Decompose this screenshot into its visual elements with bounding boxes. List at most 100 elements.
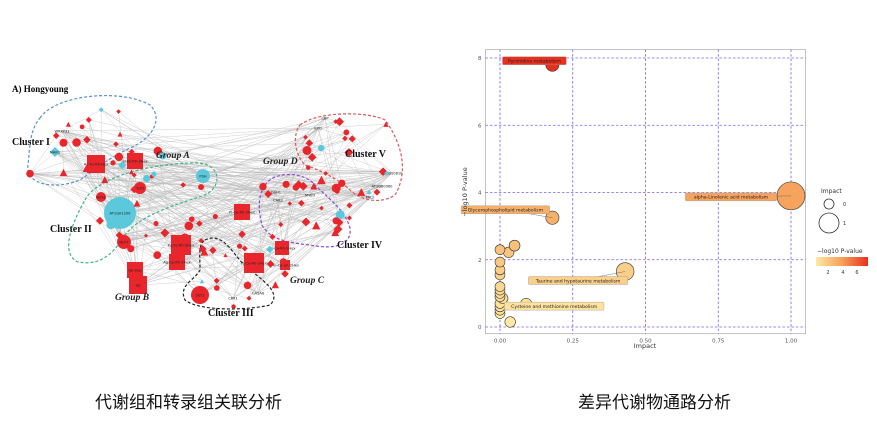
network-node (323, 171, 329, 176)
network-node (159, 152, 167, 160)
network-node (223, 253, 228, 258)
network-node (317, 175, 326, 185)
network-edge (119, 138, 353, 214)
network-edge (123, 202, 302, 243)
network-edge (54, 151, 243, 213)
pathway-label-box (528, 276, 629, 285)
network-node-label: SET1 (195, 293, 204, 297)
network-edge (134, 187, 141, 271)
network-node-label: MAR1 (50, 150, 60, 154)
network-node (246, 295, 252, 301)
network-node (236, 243, 243, 249)
network-node-label: Gb (135, 283, 141, 287)
network-edge (54, 142, 310, 153)
pathway-label-box (685, 192, 777, 202)
cluster-i-hull (27, 95, 157, 186)
network-node (116, 109, 121, 114)
size-legend-large (818, 212, 840, 234)
network-node (127, 262, 143, 278)
network-edge (101, 109, 204, 177)
network-node-label: Si-Fe-Rh-2Hex (122, 159, 148, 163)
network-edge (63, 142, 102, 198)
network-edge (29, 135, 57, 174)
network-node (213, 277, 220, 284)
network-node (279, 258, 287, 266)
network-node (266, 260, 275, 268)
y-axis-label: −log10 P-value (461, 167, 469, 216)
network-edge (56, 135, 383, 187)
network-edge (257, 284, 276, 294)
network-edge (284, 138, 346, 266)
x-tick-label: 0.50 (639, 339, 652, 345)
network-node (332, 217, 340, 225)
network-node (319, 205, 324, 211)
network-edge (86, 168, 286, 266)
network-node (302, 146, 312, 156)
pathway-bubble[interactable] (494, 256, 506, 268)
network-node-label: Pg-Fe-Rh-2Hex (168, 243, 195, 247)
network-edge (88, 119, 383, 187)
network-node (180, 182, 186, 188)
network-edge (100, 196, 279, 201)
color-legend-tick: 6 (855, 270, 858, 276)
pathway-bubble[interactable] (508, 239, 521, 252)
network-edge (119, 235, 182, 246)
pathway-label-box (504, 301, 605, 311)
network-edge (61, 130, 287, 185)
network-node (101, 176, 109, 183)
network-edge (95, 163, 189, 227)
pathway-bubble[interactable] (545, 210, 560, 225)
network-node (87, 155, 105, 173)
x-axis-label: Impact (634, 342, 657, 350)
plot-grid (485, 49, 806, 335)
network-edge (257, 137, 306, 294)
network-node-label: Pn-Ca-Rh-2Hex (268, 246, 296, 250)
network-edge (100, 175, 204, 198)
network-node-label: Mn-Ca-Rh-2Hex (271, 263, 300, 267)
network-edge (241, 147, 322, 213)
network-edge (181, 191, 277, 251)
network-edge (29, 173, 120, 236)
network-node (134, 182, 146, 194)
network-edge (309, 138, 353, 196)
network-node (342, 135, 348, 142)
network-node (153, 251, 162, 259)
network-node (278, 221, 284, 228)
pathway-bubble[interactable] (494, 281, 506, 292)
network-edge (215, 216, 283, 249)
network-edge (61, 130, 102, 198)
network-edge (134, 160, 342, 184)
cluster-ii-hull (68, 162, 218, 264)
network-node (184, 221, 194, 231)
network-node (373, 188, 381, 196)
network-node (303, 134, 308, 140)
network-node (378, 167, 388, 176)
network-edge (139, 117, 326, 189)
network-node (331, 183, 341, 193)
network-node (199, 279, 205, 284)
network-edge (232, 264, 286, 299)
network-edges (29, 109, 393, 307)
size-legend: Impact 0 1 (818, 188, 846, 234)
network-node (52, 132, 60, 140)
network-edge (349, 196, 371, 206)
network-edge (63, 172, 139, 286)
network-edge (29, 151, 56, 174)
cluster-v-hull (294, 113, 403, 202)
network-node (196, 220, 203, 227)
pathway-bubble[interactable] (504, 316, 516, 328)
network-edge (324, 117, 342, 184)
network-edge (95, 163, 384, 172)
network-node (143, 233, 149, 238)
network-node-label: EXO (314, 126, 322, 130)
network-node-label: CBK1 (228, 296, 238, 300)
network-node (142, 174, 151, 183)
pathway-bubble[interactable] (494, 244, 506, 255)
network-node (275, 241, 289, 255)
panel-label: A) Hongyoung (12, 84, 69, 94)
network-node (292, 184, 300, 191)
cluster-ii-label: Cluster II (50, 224, 92, 235)
x-tick-label: 0.75 (712, 339, 725, 345)
network-node (179, 247, 184, 252)
network-edge (146, 178, 286, 266)
